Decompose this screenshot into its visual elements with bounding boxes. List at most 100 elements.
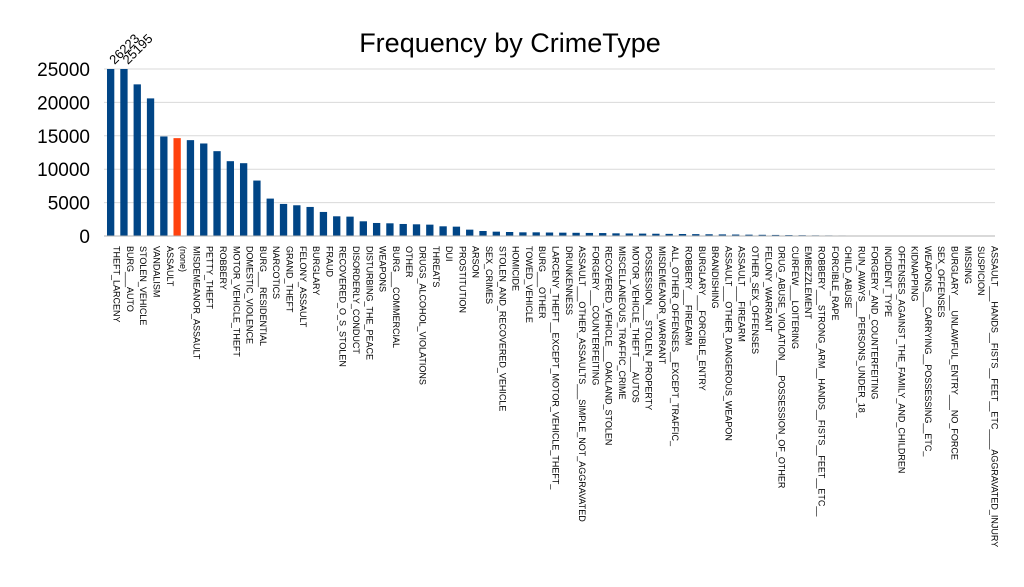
bar (266, 198, 274, 236)
x-tick-label: RUN_AWAYS___PERSONS_UNDER_18_ (856, 246, 866, 419)
bar (186, 140, 195, 236)
x-tick-label: STOLEN_AND_RECOVERED_VEHICLE (497, 246, 507, 411)
bar (479, 230, 487, 236)
bar (120, 69, 128, 236)
x-tick-label: CHILD_ABUSE (843, 246, 853, 309)
x-tick-label: ALL_OTHER_OFFENSES__EXCEPT_TRAFFIC_ (670, 246, 680, 447)
bar (732, 234, 740, 236)
x-tick-label: DRUGS_ALCOHOL_VIOLATIONS (418, 246, 428, 385)
bar (665, 233, 673, 236)
bar (426, 224, 434, 236)
bar (652, 233, 660, 236)
x-tick-label: ARSON (471, 246, 481, 278)
x-tick-label: THREATS (431, 246, 441, 287)
bar (439, 226, 447, 236)
gridlines (104, 68, 995, 204)
bar (692, 234, 700, 236)
bar (346, 216, 354, 236)
x-tick-label: WEAPONS (378, 246, 388, 292)
bar (412, 224, 421, 236)
x-tick-label: MISSING (963, 246, 973, 284)
x-tick-label: MISDEMEANOR_WARRANT (657, 246, 667, 365)
x-axis-ticks: THEFT_LARCENY BURG___AUTO STOLEN_VEHICLE VA… (112, 246, 1000, 547)
y-axis-ticks: 0 5000 10000 15000 20000 25000 (37, 60, 90, 248)
bar (572, 232, 580, 236)
x-tick-label: BURGLARY___UNLAWFUL_ENTRY___NO_FORCE (949, 246, 959, 460)
x-tick-label: ROBBERY___FIREARM (683, 246, 693, 345)
bar (213, 151, 221, 236)
x-tick-label: OTHER (404, 246, 414, 278)
x-tick-label: NARCOTICS (271, 246, 281, 299)
x-tick-label: DRUNKENNESS (564, 246, 574, 315)
x-tick-label: THEFT_LARCENY (112, 246, 122, 323)
bar (505, 231, 514, 236)
bars (106, 69, 993, 236)
x-tick-label: MOTOR_VEHICLE_THEFT (231, 246, 241, 357)
bar (160, 136, 168, 236)
x-tick-label: EMBEZZLEMENT (803, 246, 813, 320)
bar (333, 216, 341, 236)
bar (279, 203, 288, 236)
y-tick-label: 5000 (48, 194, 90, 215)
x-tick-label: FELONY_ASSAULT (298, 246, 308, 328)
x-tick-label: MOTOR_VEHICLE_THEFT___AUTOS (630, 246, 640, 403)
x-tick-label: ROBBERY (218, 246, 228, 290)
x-tick-label: INCIDENT_TYPE (883, 246, 893, 317)
x-tick-label: BURG___AUTO (125, 246, 135, 312)
x-tick-label: POSSESSION___STOLEN_PROPERTY (644, 246, 654, 410)
x-tick-label: BURGLARY (311, 246, 321, 295)
x-tick-label: ASSAULT___FIREARM (737, 246, 747, 342)
bar (200, 143, 208, 236)
x-tick-label: ASSAULT___HANDS__FISTS__FEET__ETC____AGG… (989, 246, 999, 547)
bar (253, 180, 261, 236)
x-tick-label: BURGLARY___FORCIBLE_ENTRY (697, 246, 707, 391)
x-tick-label: RECOVERED_O_S_STOLEN (338, 246, 348, 367)
y-tick-label: 25000 (37, 60, 90, 81)
y-tick-label: 15000 (37, 127, 90, 148)
bar (625, 233, 633, 236)
x-tick-label: ASSAULT___OTHER_DANGEROUS_WEAPON (723, 246, 733, 441)
x-tick-label: DOMESTIC_VIOLENCE (245, 246, 255, 344)
bar (239, 163, 248, 236)
x-tick-label: RECOVERED_VEHICLE___OAKLAND_STOLEN (604, 246, 614, 445)
x-tick-label: BURG___OTHER (537, 246, 547, 319)
bar (638, 233, 647, 236)
bar (718, 234, 727, 236)
x-tick-label: SEX_CRIMES (484, 246, 494, 304)
x-tick-label: SEX_OFFENSES (936, 246, 946, 318)
bar (519, 232, 527, 236)
bar (226, 161, 234, 236)
x-tick-label: OFFENSES_AGAINST_THE_FAMILY_AND_CHILDREN (896, 246, 906, 473)
bar (359, 221, 367, 236)
x-tick-label: DRUG_ABUSE_VIOLATION___POSSESSION_OF_OTH… (777, 246, 787, 489)
x-tick-label: OTHER_SEX_OFFENSES (750, 246, 760, 354)
x-tick-label: ASSAULT (165, 246, 175, 287)
bar (466, 229, 474, 236)
y-tick-label: 10000 (37, 160, 90, 181)
x-tick-label: FORCIBLE_RAPE (830, 246, 840, 321)
bar (599, 233, 607, 236)
x-tick-label: BURG___COMMERCIAL (391, 246, 401, 348)
x-tick-label: WEAPONS___CARRYING__POSSESSING__ETC_ (923, 246, 933, 457)
x-tick-label: DUI (444, 246, 454, 262)
bar (612, 233, 620, 236)
bar (372, 222, 381, 236)
bar (705, 234, 713, 236)
x-tick-label: KIDNAPPING (910, 246, 920, 302)
bar (173, 138, 181, 236)
bar (133, 84, 141, 236)
x-tick-label: FRAUD (324, 246, 334, 277)
x-tick-label: HOMICIDE (511, 246, 521, 291)
y-tick-label: 20000 (37, 93, 90, 114)
bar (386, 223, 394, 236)
bar (452, 226, 461, 236)
x-tick-label: TOWED_VEHICLE (524, 246, 534, 323)
bar (532, 232, 540, 236)
x-tick-label: STOLEN_VEHICLE (138, 246, 148, 325)
x-tick-label: PROSTITUTION (457, 246, 467, 313)
bar (319, 211, 328, 236)
bar (559, 232, 567, 236)
x-tick-label: DISTURBING_THE_PEACE (364, 246, 374, 360)
